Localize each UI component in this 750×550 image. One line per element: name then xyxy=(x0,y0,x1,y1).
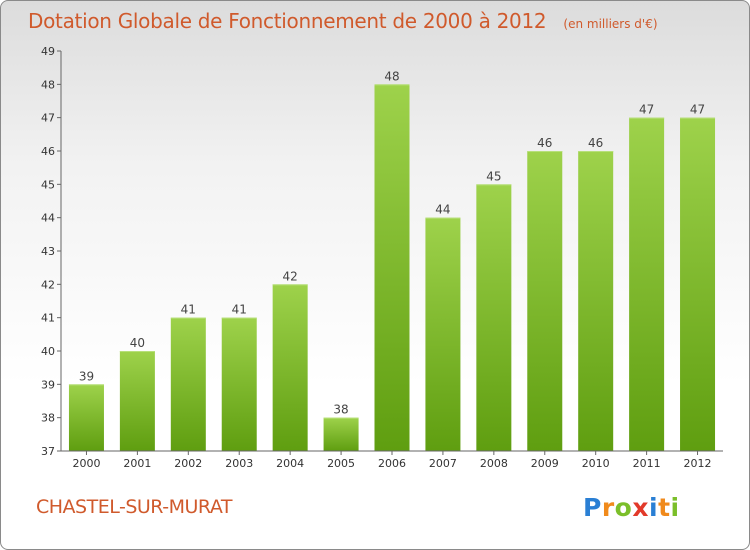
x-tick-label: 2006 xyxy=(378,457,406,470)
x-axis: 2000 2001 2002 2003 2004 2005 2006 2007 2008 2009… xyxy=(61,450,723,470)
bar-value-label: 42 xyxy=(283,269,298,283)
x-tick-label: 2002 xyxy=(174,457,202,470)
logo-letter: o xyxy=(614,493,633,522)
y-tick-label: 47 xyxy=(41,112,55,125)
bar-value-label: 38 xyxy=(333,403,348,417)
bar xyxy=(629,117,665,452)
logo-letter: x xyxy=(632,493,649,522)
logo-letter: i xyxy=(649,493,659,522)
bar xyxy=(272,284,308,451)
bar xyxy=(425,217,461,451)
y-tick-label: 42 xyxy=(41,278,55,291)
bars: 39 40 41 41 42 38 48 44 45 46 46 47 47 xyxy=(68,69,716,452)
y-tick-label: 45 xyxy=(41,178,55,191)
x-tick-label: 2008 xyxy=(480,457,508,470)
bar xyxy=(68,384,104,451)
bar-value-label: 41 xyxy=(232,303,247,317)
bar xyxy=(527,151,563,451)
x-tick-label: 2012 xyxy=(684,457,712,470)
logo-letter: t xyxy=(658,493,671,522)
y-tick-label: 43 xyxy=(41,245,55,258)
y-tick-label: 41 xyxy=(41,312,55,325)
x-tick-label: 2003 xyxy=(225,457,253,470)
y-tick-label: 38 xyxy=(41,412,55,425)
x-tick-label: 2000 xyxy=(72,457,100,470)
bar-value-label: 48 xyxy=(384,69,399,83)
bar-value-label: 40 xyxy=(130,336,145,350)
y-tick-label: 37 xyxy=(41,445,55,458)
logo-letter: i xyxy=(670,493,680,522)
y-tick-label: 48 xyxy=(41,78,55,91)
bar xyxy=(578,151,614,451)
x-tick-label: 2011 xyxy=(633,457,661,470)
y-tick-label: 39 xyxy=(41,378,55,391)
bar xyxy=(170,317,206,451)
x-tick-label: 2010 xyxy=(582,457,610,470)
bar-value-label: 45 xyxy=(486,169,501,183)
bar xyxy=(323,417,359,451)
bar-value-label: 41 xyxy=(181,303,196,317)
y-tick-label: 44 xyxy=(41,212,55,225)
y-tick-label: 40 xyxy=(41,345,55,358)
y-tick-label: 46 xyxy=(41,145,55,158)
y-axis: 37 38 39 40 41 42 43 44 45 46 47 48 49 xyxy=(41,45,62,458)
x-tick-label: 2001 xyxy=(123,457,151,470)
bar-value-label: 46 xyxy=(537,136,552,150)
logo-letter: P xyxy=(583,493,602,522)
bar-value-label: 39 xyxy=(79,369,94,383)
chart-title: Dotation Globale de Fonctionnement de 20… xyxy=(28,9,547,33)
x-tick-label: 2007 xyxy=(429,457,457,470)
proxiti-logo[interactable]: Proxiti xyxy=(583,493,680,522)
bar xyxy=(374,84,410,451)
bar-value-label: 44 xyxy=(435,203,450,217)
bar-value-label: 47 xyxy=(690,103,705,117)
logo-letter: r xyxy=(601,493,615,522)
x-tick-label: 2004 xyxy=(276,457,304,470)
commune-name: CHASTEL-SUR-MURAT xyxy=(36,496,232,518)
chart-unit-label: (en milliers d'€) xyxy=(563,17,658,31)
y-tick-label: 49 xyxy=(41,45,55,58)
x-tick-label: 2009 xyxy=(531,457,559,470)
bar xyxy=(119,351,155,451)
bar-value-label: 47 xyxy=(639,103,654,117)
bar xyxy=(221,317,257,451)
bar xyxy=(476,184,512,452)
chart-title-row: Dotation Globale de Fonctionnement de 20… xyxy=(28,9,658,33)
bar-value-label: 46 xyxy=(588,136,603,150)
x-tick-label: 2005 xyxy=(327,457,355,470)
bar xyxy=(680,117,716,452)
